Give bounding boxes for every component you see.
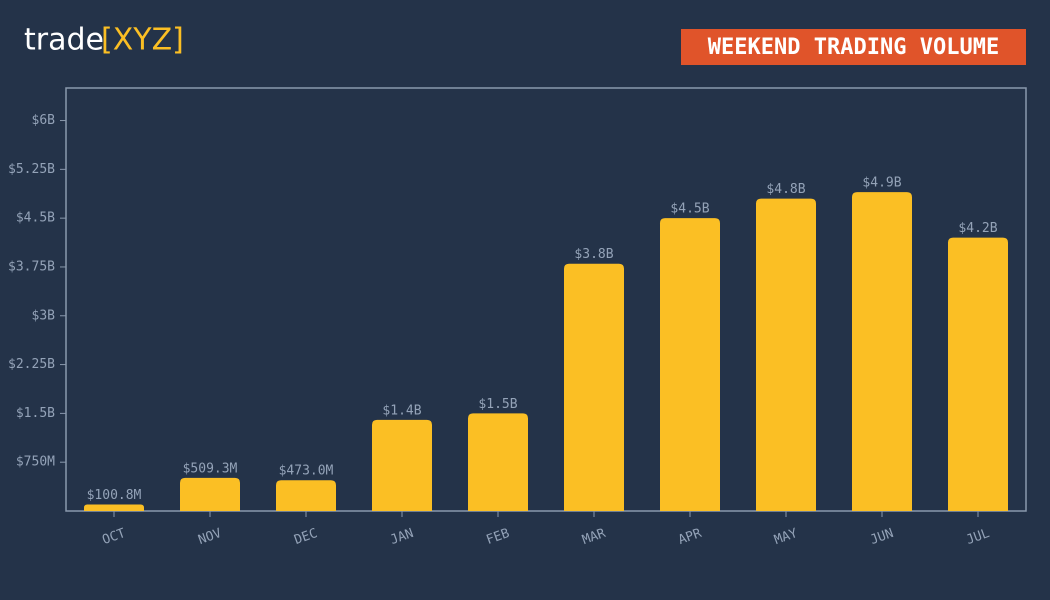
bar bbox=[756, 198, 816, 511]
title-box bbox=[681, 29, 1026, 65]
y-tick-label: $4.5B bbox=[16, 211, 55, 226]
chart-title: WEEKEND TRADING VOLUME bbox=[708, 35, 999, 60]
bar bbox=[276, 480, 336, 511]
value-label: $3.8B bbox=[574, 247, 613, 262]
y-tick-label: $2.25B bbox=[8, 357, 55, 372]
value-label: $473.0M bbox=[279, 464, 334, 479]
bar bbox=[84, 504, 144, 511]
y-tick-label: $5.25B bbox=[8, 162, 55, 177]
bar bbox=[180, 477, 240, 511]
value-label: $509.3M bbox=[183, 461, 238, 476]
value-label: $4.2B bbox=[958, 221, 997, 236]
brand-name: trade bbox=[24, 23, 104, 58]
value-label: $1.4B bbox=[382, 403, 421, 418]
bar bbox=[852, 192, 912, 511]
y-tick-label: $3.75B bbox=[8, 259, 55, 274]
y-tick-label: $750M bbox=[16, 455, 55, 470]
brand-mark: [XYZ] bbox=[101, 23, 184, 58]
value-label: $1.5B bbox=[478, 397, 517, 412]
value-label: $100.8M bbox=[87, 488, 142, 503]
plot-frame bbox=[65, 87, 1027, 512]
value-label: $4.5B bbox=[670, 202, 709, 217]
value-label: $4.8B bbox=[766, 182, 805, 197]
y-tick-label: $6B bbox=[32, 113, 56, 128]
bar bbox=[948, 237, 1008, 511]
value-label: $4.9B bbox=[862, 176, 901, 191]
bar bbox=[660, 218, 720, 511]
y-tick-label: $1.5B bbox=[16, 406, 55, 421]
bar bbox=[468, 413, 528, 511]
y-tick-label: $3B bbox=[32, 308, 56, 323]
bar bbox=[564, 263, 624, 511]
bar bbox=[372, 419, 432, 511]
